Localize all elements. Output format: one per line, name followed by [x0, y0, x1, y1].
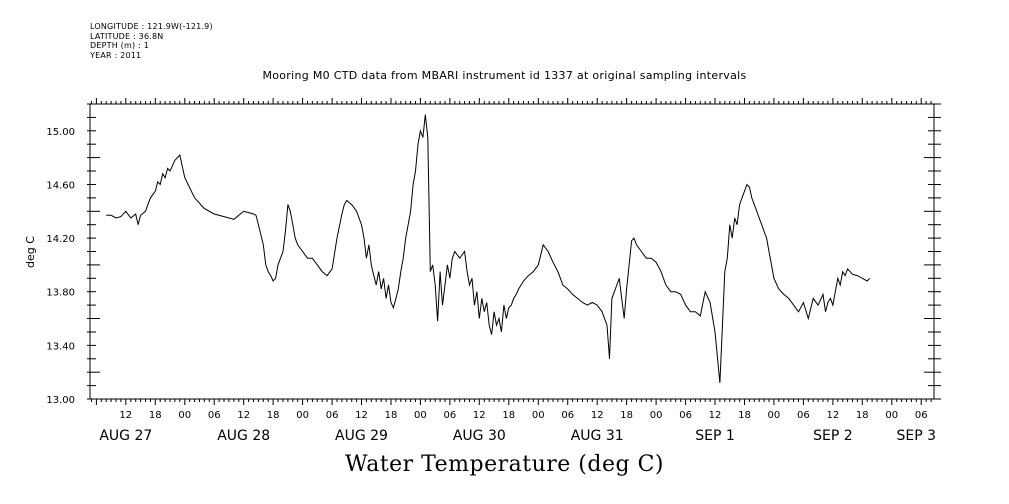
x-hour-label: 06	[444, 410, 457, 421]
x-hour-label: 00	[885, 410, 898, 421]
x-hour-label: 06	[797, 410, 810, 421]
x-hour-label: 00	[414, 410, 427, 421]
x-hour-label: 06	[208, 410, 221, 421]
x-hour-label: 18	[502, 410, 515, 421]
x-hour-label: 12	[237, 410, 250, 421]
x-hour-label: 06	[561, 410, 574, 421]
y-tick-label: 15.00	[46, 127, 75, 138]
x-day-label: AUG 28	[217, 428, 270, 444]
x-hour-label: 18	[856, 410, 869, 421]
minor-ticks	[91, 98, 932, 405]
x-hour-label: 12	[591, 410, 604, 421]
station-metadata: LONGITUDE : 121.9W(-121.9) LATITUDE : 36…	[90, 22, 213, 60]
x-hour-label: 18	[149, 410, 162, 421]
x-hour-label: 18	[620, 410, 633, 421]
x-hour-label: 12	[119, 410, 132, 421]
x-day-label: AUG 30	[453, 428, 506, 444]
year-label: YEAR : 2011	[90, 50, 142, 60]
y-axis: 13.00 13.40 13.80 14.20 14.60 15.00	[46, 103, 941, 406]
x-day-label: SEP 3	[897, 428, 937, 444]
x-hour-label: 00	[296, 410, 309, 421]
x-hour-label: 18	[267, 410, 280, 421]
x-hour-label: 06	[915, 410, 928, 421]
x-day-label: SEP 2	[813, 428, 853, 444]
latitude-label: LATITUDE : 36.8N	[90, 31, 164, 41]
x-day-label: AUG 31	[571, 428, 624, 444]
plot-frame	[89, 103, 935, 400]
x-day-label: SEP 1	[695, 428, 735, 444]
y-tick-label: 13.80	[46, 288, 75, 299]
x-hour-label: 06	[679, 410, 692, 421]
longitude-label: LONGITUDE : 121.9W(-121.9)	[90, 22, 213, 31]
x-hour-label: 12	[827, 410, 840, 421]
x-day-label: AUG 29	[335, 428, 388, 444]
x-axis: 12 18 00 06 12 18 00 06 12 18 00 06 12 18 00 06 12 18 00 06…	[99, 410, 936, 444]
y-tick-label: 14.60	[46, 181, 75, 192]
y-tick-label: 14.20	[46, 234, 75, 245]
x-axis-title: Water Temperature (deg C)	[345, 452, 664, 477]
x-hour-label: 12	[709, 410, 722, 421]
depth-label: DEPTH (m) : 1	[90, 41, 149, 50]
series-line	[106, 114, 871, 383]
x-hour-label: 12	[473, 410, 486, 421]
y-tick-label: 13.40	[46, 341, 75, 352]
x-hour-label: 06	[326, 410, 339, 421]
chart-title: Mooring M0 CTD data from MBARI instrumen…	[262, 69, 747, 82]
x-hour-label: 00	[650, 410, 663, 421]
y-tick-label: 13.00	[46, 395, 75, 406]
y-axis-label: deg C	[24, 236, 37, 268]
x-hour-label: 18	[738, 410, 751, 421]
x-hour-label: 00	[532, 410, 545, 421]
x-day-label: AUG 27	[99, 428, 152, 444]
x-hour-label: 00	[768, 410, 781, 421]
x-hour-label: 00	[178, 410, 191, 421]
x-hour-label: 12	[355, 410, 368, 421]
x-hour-label: 18	[385, 410, 398, 421]
